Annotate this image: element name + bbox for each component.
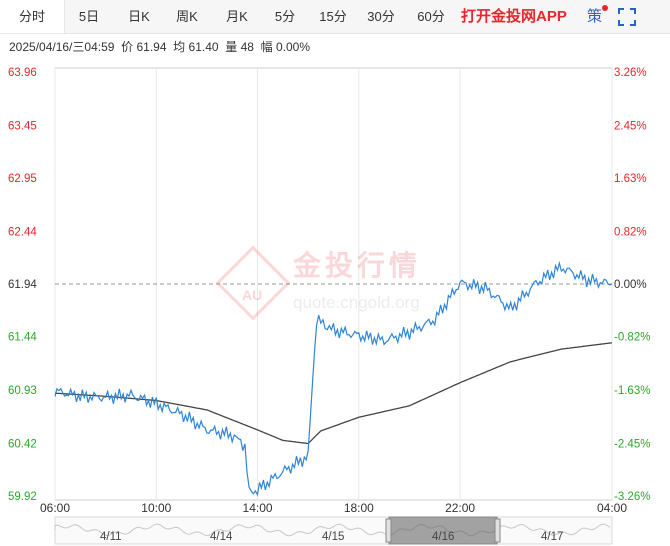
x-tick-label: 06:00: [40, 501, 70, 515]
navigator-label: 4/16: [432, 531, 454, 543]
navigator-handle-left[interactable]: [385, 518, 392, 543]
navigator-label: 4/11: [100, 531, 122, 543]
y-tick-label-left: 62.44: [8, 227, 37, 239]
open-app-link[interactable]: 打开金投网APP: [461, 8, 567, 25]
plot-frame: [54, 67, 613, 501]
watermark-brand: 金投行情: [292, 249, 421, 281]
navigator: 4/11 4/14 4/15 4/16 4/17: [54, 516, 613, 545]
tab-weekly-k[interactable]: 周K: [176, 9, 198, 24]
navigator-label: 4/14: [210, 531, 233, 543]
info-avg: 61.40: [188, 40, 219, 54]
x-tick-label: 10:00: [141, 501, 171, 515]
y-tick-label-right: 2.45%: [614, 121, 647, 133]
quote-info-bar: 2025/04/16/三04:59 价 61.94 均 61.40 量 48 幅…: [9, 38, 310, 55]
fullscreen-icon[interactable]: [618, 8, 636, 26]
x-tick-label: 04:00: [597, 501, 627, 515]
y-tick-label-right: -2.45%: [614, 439, 650, 451]
navigator-label: 4/17: [541, 531, 563, 543]
tab-intraday[interactable]: 分时: [0, 0, 65, 33]
y-tick-label-right: -1.63%: [614, 385, 650, 397]
navigator-label: 4/15: [322, 531, 344, 543]
navigator-handle-right[interactable]: [494, 518, 501, 543]
navigator-track: [54, 516, 613, 545]
tab-15min[interactable]: 15分: [319, 9, 347, 24]
tab-5day[interactable]: 5日: [78, 9, 100, 24]
info-price: 61.94: [136, 40, 167, 54]
y-tick-label-left: 61.94: [8, 279, 37, 291]
strategy-button[interactable]: 策: [587, 8, 603, 25]
y-tick-label-left: 60.42: [8, 439, 37, 451]
y-tick-label-left: 61.44: [8, 331, 37, 343]
y-tick-label-right: 0.00%: [614, 279, 647, 291]
tab-30min[interactable]: 30分: [367, 9, 395, 24]
info-avg-label: 均: [173, 40, 186, 54]
info-vol-label: 量: [225, 40, 238, 54]
watermark-logo: [215, 245, 291, 321]
tab-daily-k[interactable]: 日K: [128, 9, 150, 24]
info-datetime: 2025/04/16/三04:59: [9, 40, 115, 54]
x-tick-label: 18:00: [344, 501, 374, 515]
navigator-sparkline: [54, 523, 611, 537]
y-tick-label-right: -0.82%: [614, 331, 650, 343]
watermark: AU 金投行情 quote.cngold.org: [215, 245, 421, 321]
y-tick-label-right: 1.63%: [614, 173, 647, 185]
y-tick-label-left: 63.96: [8, 67, 37, 79]
avg-price-line: [54, 342, 613, 445]
y-tick-label-right: 0.82%: [614, 227, 647, 239]
price-line: [54, 260, 613, 497]
y-tick-label-left: 60.93: [8, 385, 37, 397]
tab-5min[interactable]: 5分: [274, 9, 296, 24]
y-tick-label-left: 59.92: [8, 491, 37, 503]
navigator-window[interactable]: [388, 516, 498, 545]
info-price-label: 价: [121, 40, 134, 54]
notification-dot: [602, 5, 608, 11]
x-tick-label: 14:00: [243, 501, 273, 515]
info-vol: 48: [240, 40, 254, 54]
watermark-url: quote.cngold.org: [293, 293, 420, 312]
tab-60min[interactable]: 60分: [417, 9, 445, 24]
y-tick-label-left: 62.95: [8, 173, 37, 185]
info-range-label: 幅: [260, 40, 273, 54]
y-tick-label-right: -3.26%: [614, 491, 650, 503]
period-tabs: 分时 5日 日K 周K 月K 5分 15分 30分 60分 打开金投网APP 策: [0, 0, 670, 34]
y-tick-label-left: 63.45: [8, 121, 37, 133]
x-tick-label: 22:00: [445, 501, 475, 515]
y-tick-label-right: 3.26%: [614, 67, 647, 79]
watermark-logo-text: AU: [242, 287, 262, 303]
info-range: 0.00%: [275, 40, 311, 54]
tab-monthly-k[interactable]: 月K: [226, 9, 248, 24]
